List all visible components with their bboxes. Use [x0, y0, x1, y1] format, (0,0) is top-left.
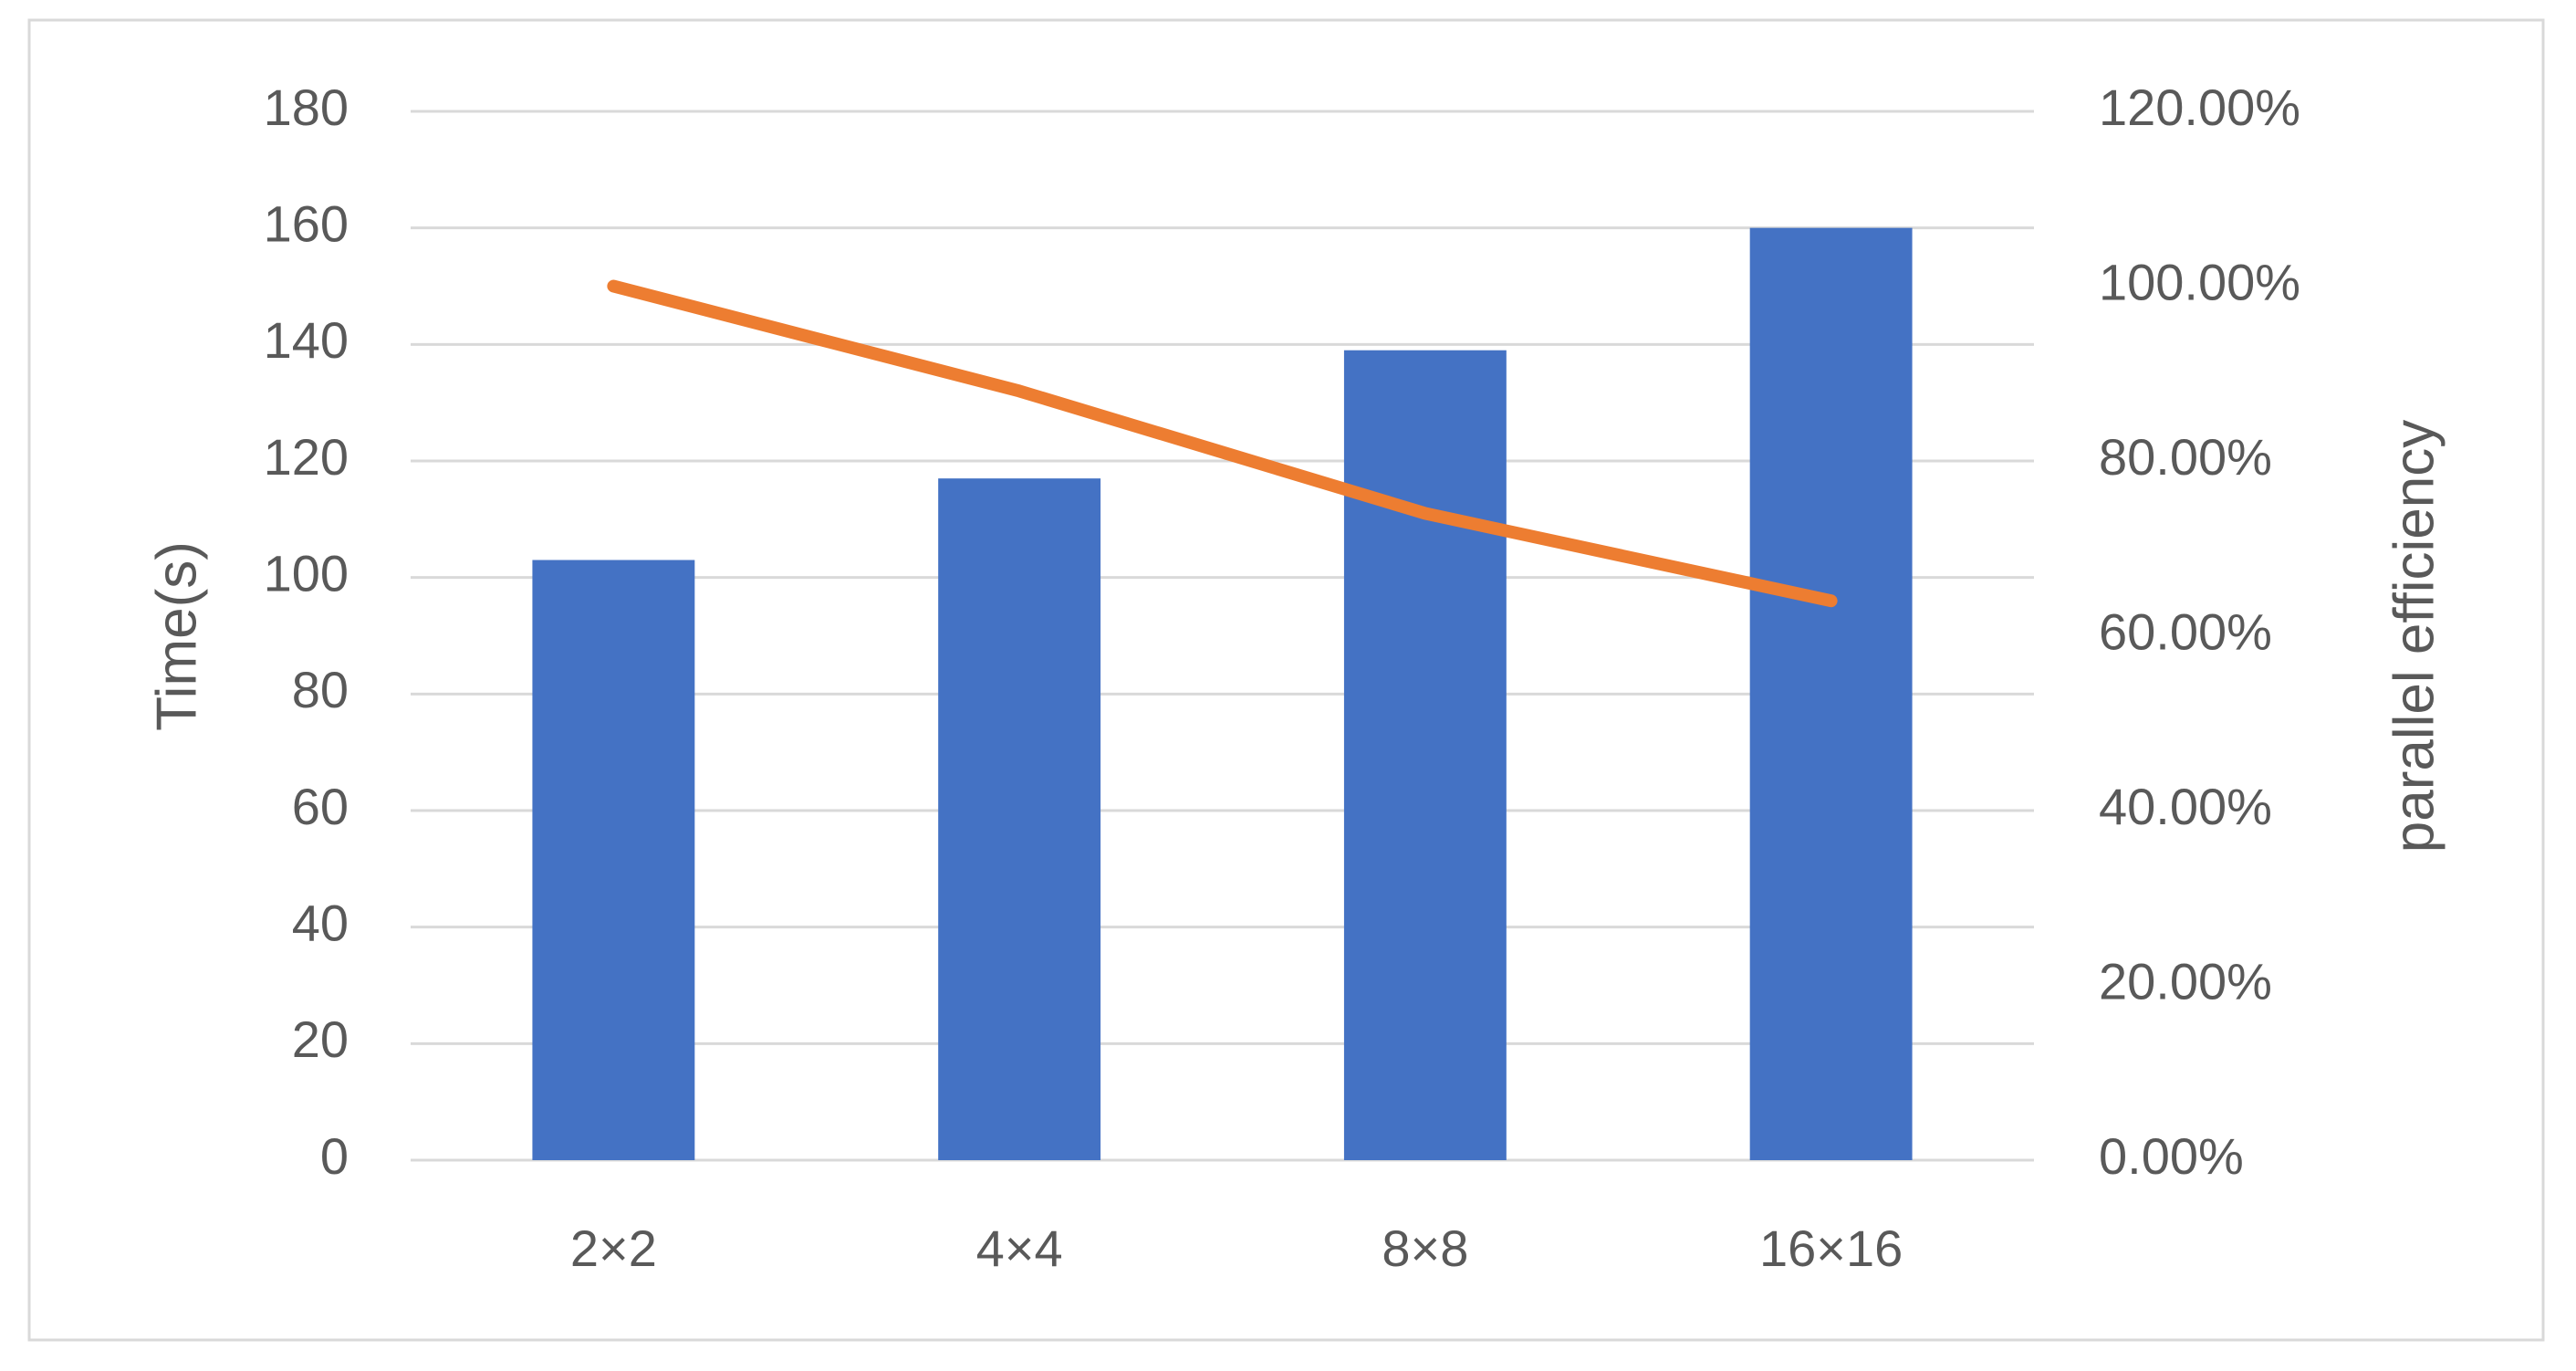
x-tick-label: 4×4 — [976, 1219, 1063, 1277]
y-tick-label: 120 — [264, 428, 349, 486]
chart-border — [27, 18, 2545, 1342]
bar — [532, 560, 695, 1160]
y2-tick-label: 20.00% — [2099, 952, 2272, 1010]
y-tick-label: 140 — [264, 311, 349, 369]
bar — [938, 478, 1101, 1160]
x-tick-label: 2×2 — [570, 1219, 657, 1277]
bar — [1749, 227, 1913, 1160]
y2-tick-label: 40.00% — [2099, 778, 2272, 835]
bar — [1343, 350, 1507, 1160]
y2-tick-label: 0.00% — [2099, 1127, 2244, 1185]
x-tick-label: 8×8 — [1382, 1219, 1468, 1277]
y-tick-label: 60 — [292, 778, 349, 835]
y-tick-label: 180 — [264, 78, 349, 136]
y2-tick-label: 80.00% — [2099, 428, 2272, 486]
line — [607, 279, 1838, 608]
y-tick-label: 80 — [292, 661, 349, 718]
y-tick-label: 0 — [320, 1127, 349, 1185]
y2-axis-title: parallel efficiency — [2383, 420, 2446, 853]
y2-tick-label: 120.00% — [2099, 78, 2300, 136]
y-tick-label: 20 — [292, 1010, 349, 1068]
y2-tick-label: 100.00% — [2099, 253, 2300, 310]
x-tick-label: 16×16 — [1759, 1219, 1903, 1277]
y-axis-title: Time(s) — [145, 541, 208, 731]
y-tick-label: 40 — [292, 894, 349, 951]
y-tick-label: 100 — [264, 544, 349, 602]
y2-tick-label: 60.00% — [2099, 602, 2272, 660]
y-tick-label: 160 — [264, 194, 349, 252]
